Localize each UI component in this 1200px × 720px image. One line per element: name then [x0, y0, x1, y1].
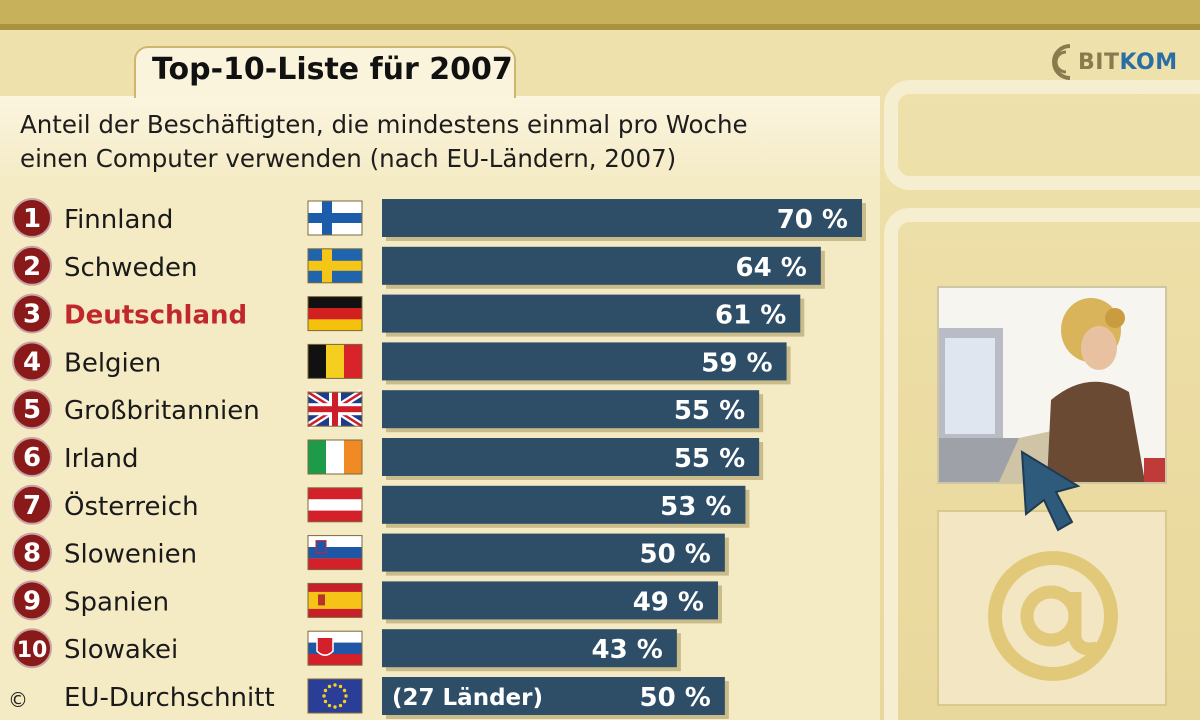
- belgium-flag-icon: [307, 343, 363, 379]
- bar-chart: 1 Finnland 70 %2 Schweden 64 %3 Deutschland 61…: [12, 198, 866, 719]
- slovakia-flag-icon: [307, 630, 363, 666]
- at-sign-panel: [937, 510, 1167, 706]
- logo-text-bit: BIT: [1078, 50, 1120, 75]
- category-label: Irland: [64, 444, 139, 474]
- rank-badge: [12, 198, 52, 238]
- chart-subtitle: Anteil der Beschäftigten, die mindestens…: [20, 108, 880, 176]
- rank-badge: [12, 293, 52, 334]
- subtitle-line-1: Anteil der Beschäftigten, die mindestens…: [20, 110, 748, 139]
- subtitle-line-2: einen Computer verwenden (nach EU-Länder…: [20, 144, 677, 173]
- rank-badge: [12, 484, 52, 525]
- rank-badge: [12, 532, 52, 573]
- rank-number: 8: [23, 539, 41, 569]
- woman-at-computer-icon: [939, 298, 1165, 482]
- value-label: 59 %: [701, 348, 772, 378]
- rank-badge: [12, 437, 52, 477]
- category-label: Österreich: [64, 490, 199, 522]
- rank-number: 1: [23, 204, 41, 234]
- austria-flag-icon: [307, 487, 363, 523]
- top-band-inner: [0, 0, 1200, 24]
- rank-number: 4: [23, 347, 41, 377]
- category-label: EU-Durchschnitt: [64, 683, 275, 713]
- rank-badge: [12, 580, 52, 621]
- value-label: 50 %: [640, 540, 711, 570]
- value-label: 70 %: [777, 205, 848, 235]
- bar: [382, 485, 746, 524]
- bar-note: (27 Länder): [392, 685, 543, 711]
- germany-flag-icon: [307, 296, 363, 332]
- right-frame-top: [884, 80, 1200, 190]
- rank-badge: [12, 245, 52, 286]
- value-label: 53 %: [660, 492, 731, 522]
- rank-badge: [12, 341, 52, 382]
- category-label: Deutschland: [64, 301, 247, 331]
- category-label: Schweden: [64, 253, 198, 283]
- bar: [382, 246, 821, 285]
- slovenia-flag-icon: [307, 535, 363, 571]
- value-label: 43 %: [592, 635, 663, 665]
- category-label: Belgien: [64, 348, 161, 378]
- rank-number: 7: [23, 491, 41, 521]
- value-label: 64 %: [736, 253, 807, 283]
- category-label: Finnland: [64, 205, 173, 235]
- sweden-flag-icon: [307, 248, 363, 284]
- category-label: Slowakei: [64, 635, 178, 665]
- rank-number: 9: [23, 586, 41, 616]
- woman-at-computer-image: [937, 286, 1167, 484]
- value-label: 61 %: [715, 301, 786, 331]
- bar: [382, 629, 677, 668]
- bar: [382, 390, 760, 429]
- title-tab: [134, 46, 516, 98]
- logo-text-kom: KOM: [1119, 50, 1178, 75]
- value-label: 55 %: [674, 444, 745, 474]
- cursor-arrow-icon: [1020, 450, 1081, 532]
- rank-badge: [12, 628, 52, 669]
- bar: [382, 342, 787, 381]
- bar: [382, 294, 801, 333]
- ireland-flag-icon: [307, 439, 363, 475]
- bar: [382, 677, 725, 715]
- category-label: Spanien: [64, 587, 169, 617]
- bar: [382, 438, 760, 476]
- at-sign-icon: [988, 551, 1118, 681]
- bitkom-logo-text: BITKOM: [1078, 50, 1178, 75]
- value-label: 49 %: [633, 587, 704, 617]
- bar: [382, 581, 718, 620]
- finland-flag-icon: [307, 200, 363, 236]
- copyright-mark: ©: [8, 688, 28, 712]
- bitkom-logo-icon: [1052, 44, 1071, 80]
- category-label: Slowenien: [64, 540, 197, 570]
- right-frame-main: [884, 208, 1200, 720]
- rank-number: 10: [17, 638, 48, 663]
- value-label: 50 %: [640, 683, 711, 713]
- rank-number: 6: [23, 443, 41, 473]
- rank-badge: [12, 389, 52, 430]
- uk-flag-icon: [306, 389, 364, 430]
- bar: [382, 199, 862, 237]
- chart-title: Top-10-Liste für 2007: [152, 52, 513, 87]
- spain-flag-icon: [307, 582, 363, 618]
- bar: [382, 533, 725, 572]
- rank-number: 3: [23, 300, 41, 330]
- chart-panel-header: [0, 96, 880, 186]
- eu-flag-icon: [307, 678, 363, 714]
- rank-number: 2: [23, 252, 41, 282]
- category-label: Großbritannien: [64, 396, 260, 426]
- value-label: 55 %: [674, 396, 745, 426]
- rank-number: 5: [23, 395, 41, 425]
